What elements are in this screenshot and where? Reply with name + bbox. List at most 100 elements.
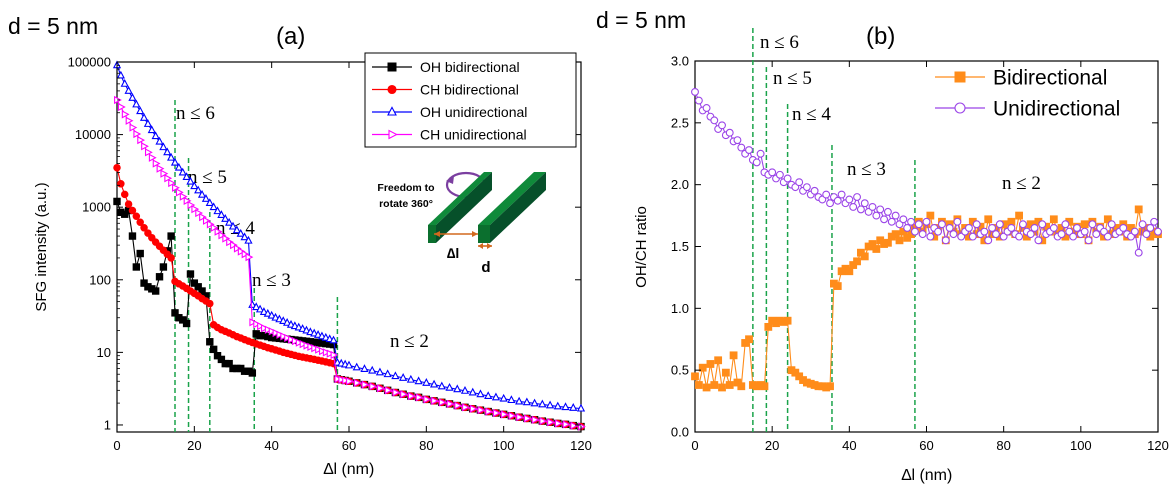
data-point (132, 212, 141, 221)
data-point (186, 270, 195, 278)
data-point (783, 174, 792, 183)
cutoff-label: n ≤ 3 (847, 159, 886, 180)
data-point (1103, 232, 1112, 241)
data-point (334, 374, 343, 384)
inset-rotate-text: rotate 360° (379, 198, 433, 210)
data-point (914, 220, 923, 229)
data-point (117, 102, 126, 112)
y-tick-label: 2.0 (671, 177, 689, 192)
data-point (783, 316, 792, 325)
data-point (163, 147, 172, 156)
data-point (760, 382, 769, 391)
data-point (1049, 215, 1058, 224)
data-point (752, 158, 761, 167)
data-point (352, 362, 361, 371)
y-axis-label-a: SFG intensity (a.u.) (33, 182, 50, 311)
data-point (576, 403, 586, 412)
legend-entry: Bidirectional (935, 67, 1107, 90)
series-ch-unidirectional (114, 95, 586, 431)
data-point (213, 206, 222, 215)
legend-entries-a: OH bidirectional CH bidirectional OH unidi… (372, 59, 527, 143)
data-point (121, 210, 129, 218)
data-point (460, 385, 470, 394)
data-point (691, 87, 699, 96)
data-point (259, 307, 269, 315)
data-point (810, 186, 819, 195)
data-point (733, 136, 742, 145)
data-point (883, 207, 892, 216)
data-point (214, 227, 223, 236)
data-point (710, 116, 719, 125)
data-point (721, 368, 730, 377)
data-point (151, 131, 160, 140)
data-point (295, 338, 304, 347)
legend-label: Bidirectional (993, 67, 1107, 90)
data-point (562, 420, 571, 429)
data-point (407, 391, 416, 401)
data-point (136, 106, 145, 115)
data-point (139, 113, 149, 121)
data-point (1130, 227, 1139, 236)
data-point (768, 168, 777, 177)
legend-label: Unidirectional (993, 98, 1120, 121)
data-point (953, 217, 962, 226)
data-point (438, 398, 447, 407)
data-point (353, 378, 362, 387)
data-point (1119, 224, 1128, 232)
data-point (264, 325, 273, 334)
data-point (313, 330, 323, 338)
data-point (236, 228, 245, 237)
legend-marker (387, 62, 397, 72)
data-point (116, 70, 125, 79)
data-point (1015, 232, 1024, 241)
data-point (147, 125, 156, 134)
x-tick-label: 0 (691, 438, 698, 453)
data-point (136, 249, 144, 258)
data-point (422, 378, 431, 386)
data-point (399, 373, 408, 381)
data-point (400, 390, 408, 399)
data-point (271, 312, 280, 321)
data-point (1015, 211, 1024, 220)
data-point (972, 220, 981, 229)
data-point (1080, 220, 1089, 229)
data-point (1061, 220, 1070, 229)
data-point (926, 232, 935, 241)
data-point (1084, 236, 1093, 245)
data-point (429, 379, 439, 388)
data-point (949, 230, 958, 239)
data-point (217, 210, 226, 218)
data-point (120, 78, 129, 87)
data-point (694, 96, 703, 105)
data-point (302, 325, 311, 334)
data-point (164, 174, 173, 183)
data-point (291, 336, 300, 346)
data-point (431, 396, 439, 405)
data-point (175, 188, 184, 197)
data-point (1030, 224, 1039, 232)
data-point (445, 382, 454, 391)
data-point (255, 304, 265, 313)
data-point (553, 401, 562, 410)
inset-schematic: Freedom to rotate 360° (377, 171, 546, 276)
data-point (508, 411, 517, 420)
y-tick-label: 100000 (68, 55, 111, 70)
data-point (937, 220, 946, 229)
data-point (195, 208, 204, 218)
data-point (294, 322, 303, 331)
data-point (849, 202, 858, 211)
data-point (523, 414, 532, 423)
series-oh-unidirectional (112, 60, 586, 412)
data-point (531, 415, 540, 424)
data-point (253, 320, 262, 329)
data-point (698, 363, 707, 372)
data-point (194, 185, 203, 194)
cutoff-label: n ≤ 5 (773, 68, 812, 89)
data-point (318, 347, 327, 356)
data-point (737, 143, 746, 152)
legend-entry: OH bidirectional (372, 59, 520, 75)
data-point (507, 395, 516, 404)
data-point (802, 183, 811, 192)
data-point (706, 360, 715, 368)
data-point (1026, 230, 1035, 239)
